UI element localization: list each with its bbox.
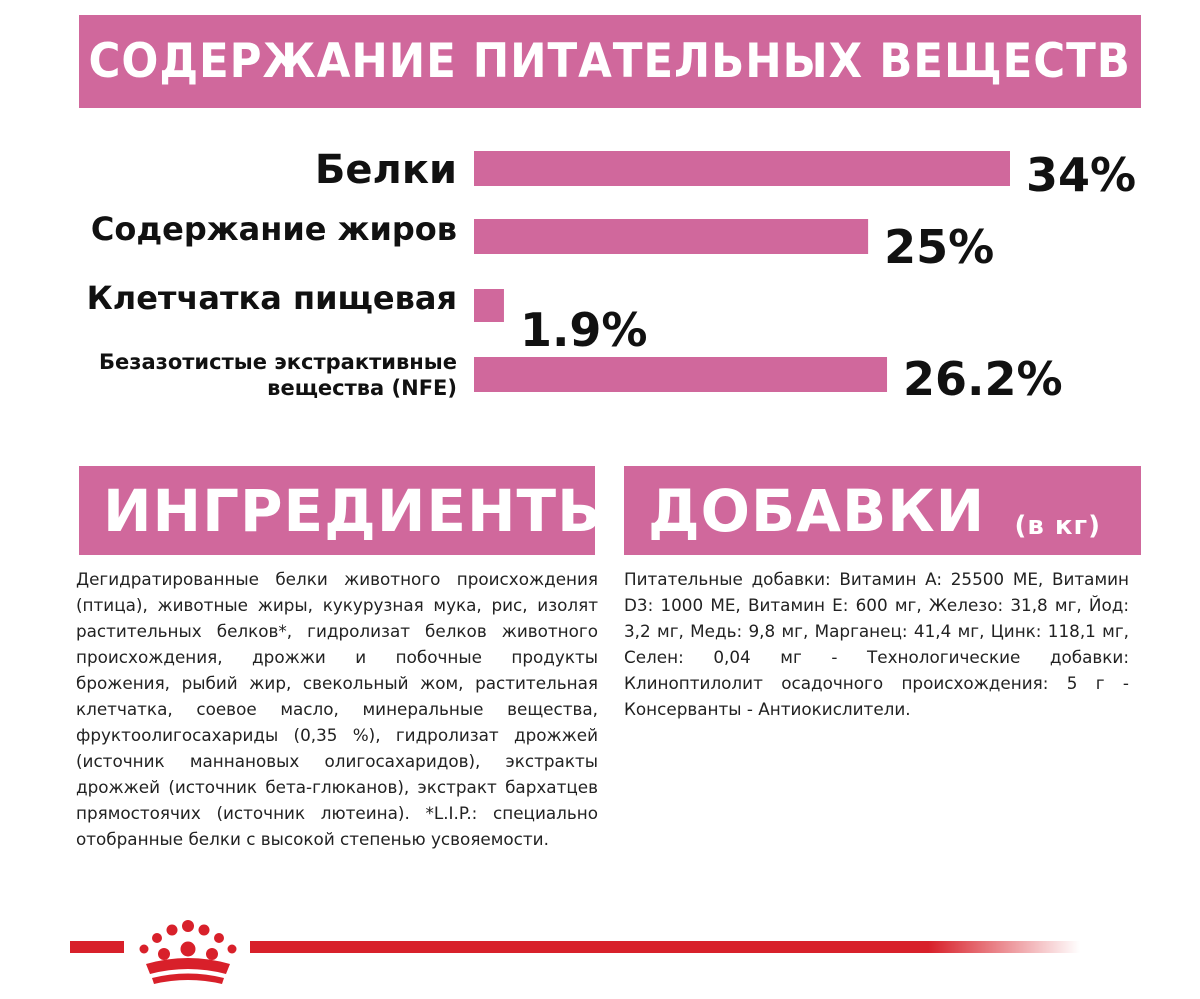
nutrients-bar-chart: Белки 34% Содержание жиров 25% Клетчатка пищ… <box>87 147 1137 406</box>
nutrients-banner: СОДЕРЖАНИЕ ПИТАТЕЛЬНЫХ ВЕЩЕСТВ <box>79 15 1141 108</box>
crown-icon <box>139 920 237 984</box>
additives-title: ДОБАВКИ <box>648 476 986 545</box>
ingredients-banner: ИНГРЕДИЕНТЫ <box>79 466 617 555</box>
bar-2 <box>474 289 504 322</box>
additives-banner: ДОБАВКИ (в кг) <box>624 466 1141 555</box>
value-label-0: 34% <box>1026 148 1136 202</box>
bar-0 <box>474 151 1010 186</box>
ingredients-text: Дегидратированные белки животного происх… <box>76 569 598 849</box>
category-label-3-line-0: Безазотистые экстрактивные <box>99 350 457 374</box>
category-label-1: Содержание жиров <box>91 210 457 248</box>
nutrients-title: СОДЕРЖАНИЕ ПИТАТЕЛЬНЫХ ВЕЩЕСТВ <box>88 34 1132 89</box>
value-label-1: 25% <box>884 220 994 274</box>
category-label-0: Белки <box>315 147 457 193</box>
bar-3 <box>474 357 888 392</box>
bar-1 <box>474 219 869 254</box>
footer-line <box>70 941 1080 953</box>
value-label-2: 1.9% <box>520 303 648 357</box>
additives-unit: (в кг) <box>1014 511 1101 541</box>
category-label-3-line-1: вещества (NFE) <box>267 376 457 400</box>
category-label-2: Клетчатка пищевая <box>87 279 457 317</box>
additives-text: Питательные добавки: Витамин A: 25500 ME… <box>624 569 1129 719</box>
ingredients-title: ИНГРЕДИЕНТЫ <box>103 476 619 545</box>
value-label-3: 26.2% <box>903 352 1063 406</box>
